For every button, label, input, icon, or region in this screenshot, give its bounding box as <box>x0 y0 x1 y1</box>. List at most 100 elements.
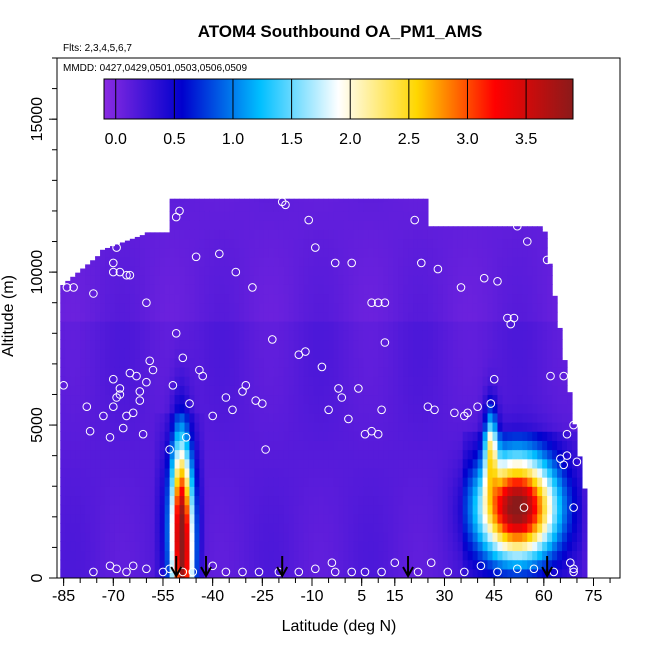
field-cell <box>502 394 508 405</box>
field-cell <box>328 422 335 432</box>
field-cell <box>492 256 499 267</box>
field-cell <box>214 357 220 368</box>
field-cell <box>512 522 518 533</box>
field-cell <box>293 440 300 451</box>
field-cell <box>358 385 364 396</box>
field-cell <box>567 467 573 478</box>
field-cell <box>293 198 300 203</box>
field-cell <box>293 486 300 497</box>
field-cell <box>492 559 499 570</box>
field-cell <box>95 348 101 359</box>
field-cell <box>542 440 548 451</box>
field-cell <box>149 449 156 460</box>
field-cell <box>184 458 191 469</box>
observation-point <box>132 371 141 381</box>
field-cell <box>124 568 131 578</box>
field-cell <box>477 366 484 377</box>
field-cell <box>552 467 558 478</box>
field-cell <box>254 431 260 441</box>
field-cell <box>288 440 295 451</box>
observation-point <box>142 298 151 308</box>
field-cell <box>442 477 449 487</box>
field-cell <box>422 559 429 570</box>
field-cell <box>398 440 404 451</box>
field-cell <box>333 532 340 542</box>
field-cell <box>199 385 205 396</box>
field-cell <box>189 477 196 487</box>
field-cell <box>507 366 513 377</box>
field-cell <box>134 238 141 249</box>
field-cell <box>333 477 340 487</box>
field-cell <box>507 422 513 432</box>
field-cell <box>413 449 419 460</box>
field-cell <box>65 431 71 441</box>
field-cell <box>209 330 215 341</box>
field-cell <box>184 522 191 533</box>
field-cell <box>174 339 181 350</box>
field-cell <box>60 486 66 497</box>
field-cell <box>408 486 414 497</box>
field-cell <box>278 532 285 542</box>
field-cell <box>437 532 444 542</box>
field-cell <box>442 247 449 258</box>
field-cell <box>437 293 444 304</box>
field-cell <box>149 568 156 578</box>
field-cell <box>199 412 205 423</box>
field-cell <box>273 431 280 441</box>
field-cell <box>318 247 325 258</box>
field-cell <box>214 302 220 313</box>
field-cell <box>318 201 325 212</box>
field-cell <box>80 302 86 313</box>
field-cell <box>184 311 191 322</box>
field-cell <box>502 339 508 350</box>
field-cell <box>512 550 518 561</box>
field-cell <box>65 339 71 350</box>
field-cell <box>527 568 533 578</box>
field-cell <box>109 348 116 359</box>
field-cell <box>239 220 245 230</box>
field-cell <box>283 210 290 221</box>
field-cell <box>90 394 96 405</box>
field-cell <box>532 366 538 377</box>
field-cell <box>522 486 528 497</box>
field-cell <box>214 210 220 221</box>
field-cell <box>393 302 399 313</box>
field-cell <box>70 311 76 322</box>
field-cell <box>159 247 166 258</box>
field-cell <box>129 477 136 487</box>
field-cell <box>442 293 449 304</box>
field-cell <box>263 284 270 295</box>
field-cell <box>303 256 310 267</box>
field-cell <box>288 541 295 552</box>
field-cell <box>348 238 355 249</box>
field-cell <box>184 394 191 405</box>
field-cell <box>209 412 215 423</box>
field-cell <box>75 495 81 506</box>
field-cell <box>378 486 384 497</box>
field-cell <box>119 275 126 285</box>
field-cell <box>254 275 260 285</box>
field-cell <box>507 458 513 469</box>
field-cell <box>532 284 538 295</box>
observation-point <box>145 356 154 366</box>
field-cell <box>338 422 345 432</box>
field-cell <box>581 522 588 533</box>
field-cell <box>100 366 106 377</box>
field-cell <box>487 477 494 487</box>
field-cell <box>308 357 315 368</box>
field-cell <box>189 486 196 497</box>
field-cell <box>144 568 151 578</box>
field-cell <box>502 541 508 552</box>
field-cell <box>199 522 205 533</box>
field-cell <box>472 522 479 533</box>
field-cell <box>437 256 444 267</box>
field-cell <box>417 348 424 359</box>
field-cell <box>427 330 434 341</box>
field-cell <box>313 275 320 285</box>
field-cell <box>124 495 131 506</box>
field-cell <box>447 348 454 359</box>
field-cell <box>517 366 523 377</box>
field-cell <box>254 247 260 258</box>
field-cell <box>452 321 459 331</box>
